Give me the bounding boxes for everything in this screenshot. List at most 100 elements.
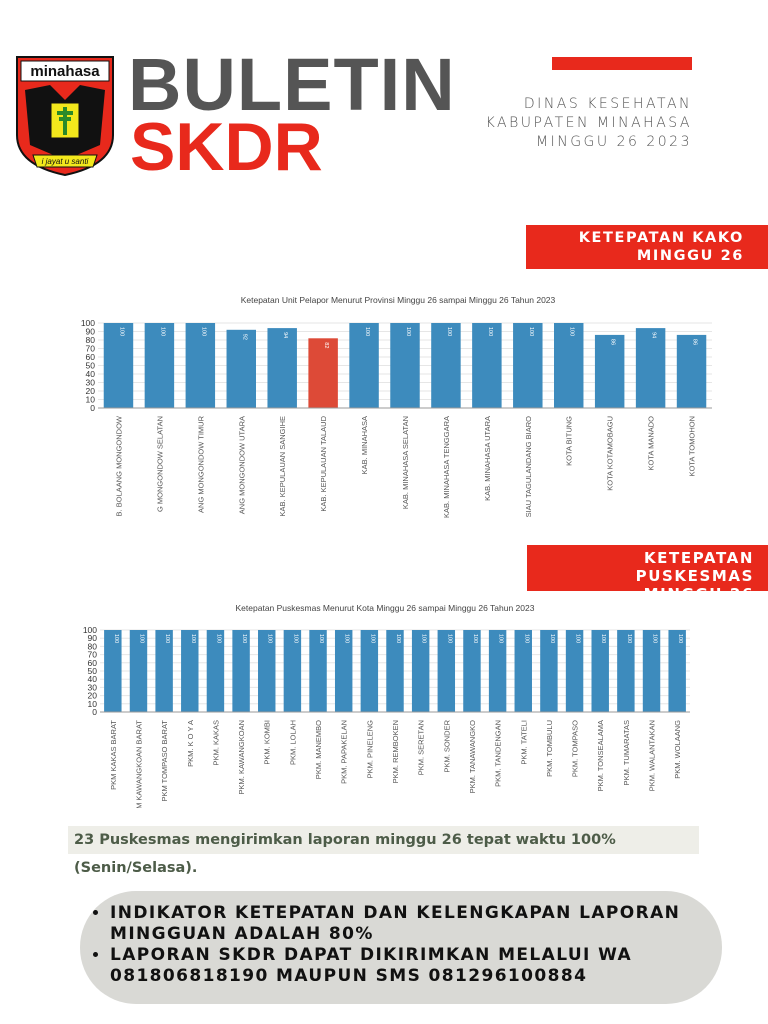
- bar-value-label: 100: [200, 327, 206, 336]
- title-buletin: BULETIN: [128, 43, 456, 126]
- chart-puskesmas: Ketepatan Puskesmas Menurut Kota Minggu …: [83, 603, 690, 808]
- x-tick-label: PKM. SERETAN: [417, 720, 426, 775]
- y-tick-label: 0: [90, 403, 95, 413]
- bar: [642, 630, 661, 712]
- x-tick-label: PKM. TOMPASO: [571, 720, 580, 777]
- bar: [258, 630, 276, 712]
- bar: [463, 630, 481, 712]
- bar-value-label: 100: [164, 634, 170, 643]
- x-tick-label: PKM TOMPASO BARAT: [160, 720, 169, 802]
- bar-value-label: 100: [118, 327, 124, 336]
- bar: [594, 334, 625, 408]
- bar-value-label: 100: [344, 634, 350, 643]
- x-tick-label: PKM. KAWANGKOAN: [237, 720, 246, 794]
- bar: [267, 328, 297, 408]
- x-tick-label: PKM KAWANGKOAN BARAT: [134, 720, 143, 808]
- bar-value-label: 100: [600, 634, 606, 643]
- bar: [437, 630, 456, 712]
- bar-value-label: 100: [369, 634, 375, 643]
- x-tick-label: ANG MONGONDOW TIMUR: [196, 415, 205, 513]
- bar-value-label: 92: [241, 334, 247, 340]
- bar: [513, 323, 543, 408]
- bar: [155, 630, 173, 712]
- bar: [104, 630, 122, 712]
- x-tick-label: PKM. TONSEALAMA: [596, 720, 605, 791]
- section-puskesmas-banner: KETEPATAN PUSKESMAS MINGGU 26: [527, 545, 768, 603]
- bar: [360, 630, 379, 712]
- x-tick-label: PKM. LOLAH: [288, 720, 297, 765]
- y-tick-label: 80: [86, 335, 96, 345]
- bar-value-label: 100: [138, 634, 144, 643]
- bar: [283, 630, 302, 712]
- x-tick-label: SIAU TAGULANDANG BIARO: [524, 416, 533, 518]
- section-kako-line2: MINGGU 26: [636, 248, 744, 264]
- summary-note: 23 Puskesmas mengirimkan laporan minggu …: [68, 826, 699, 876]
- org-region: KABUPATEN MINAHASA: [485, 115, 692, 131]
- bar-value-label: 94: [651, 332, 657, 338]
- svg-text:minahasa: minahasa: [30, 63, 100, 80]
- bar-value-label: 100: [113, 634, 119, 643]
- y-tick-label: 50: [86, 361, 96, 371]
- bar: [514, 630, 532, 712]
- bar-value-label: 100: [395, 634, 401, 643]
- y-tick-label: 90: [88, 633, 98, 643]
- y-tick-label: 90: [86, 327, 96, 337]
- bar-value-label: 100: [626, 634, 632, 643]
- bar: [472, 323, 502, 408]
- bar-value-label: 100: [677, 634, 683, 643]
- bar-value-label: 100: [292, 634, 298, 643]
- bar-value-label: 100: [318, 634, 324, 643]
- bar: [565, 630, 584, 712]
- x-tick-label: KAB. MINAHASA UTARA: [483, 416, 492, 501]
- y-tick-label: 30: [86, 378, 96, 388]
- bar: [635, 328, 666, 408]
- x-tick-label: PKM. SONDER: [442, 719, 451, 772]
- bar-value-label: 100: [241, 634, 247, 643]
- bar-value-label: 100: [472, 634, 478, 643]
- x-tick-label: KOTA MANADO: [647, 416, 656, 471]
- bar-value-label: 100: [569, 327, 575, 336]
- x-tick-label: KAB. MINAHASA SELATAN: [401, 416, 410, 509]
- bar: [488, 630, 507, 712]
- x-tick-label: PKM. TUMARATAS: [622, 720, 631, 785]
- bar: [431, 323, 461, 408]
- y-tick-label: 20: [88, 691, 98, 701]
- bar: [181, 630, 199, 712]
- bar: [617, 630, 635, 712]
- accent-bar: [552, 57, 692, 70]
- x-tick-label: G MONGONDOW SELATAN: [155, 416, 164, 512]
- info-bullet: LAPORAN SKDR DAPAT DIKIRIMKAN MELALUI WA…: [110, 945, 722, 987]
- bar-value-label: 100: [446, 327, 452, 336]
- org-week: MINGGU 26 2023: [536, 134, 692, 150]
- y-tick-label: 80: [88, 641, 98, 651]
- x-tick-label: KAB. KEPULAUAN TALAUD: [319, 415, 328, 511]
- bar-value-label: 100: [159, 327, 165, 336]
- chart-title: Ketepatan Puskesmas Menurut Kota Minggu …: [236, 603, 535, 613]
- x-tick-label: KOTA BITUNG: [565, 416, 574, 466]
- y-tick-label: 40: [88, 674, 98, 684]
- bar-value-label: 100: [498, 634, 504, 643]
- x-tick-label: PKM. TANDENGAN: [494, 720, 503, 787]
- y-tick-label: 10: [88, 699, 98, 709]
- bar-value-label: 100: [421, 634, 427, 643]
- x-tick-label: PKM. KOMBI: [263, 720, 272, 765]
- bar-value-label: 100: [405, 327, 411, 336]
- bar-value-label: 100: [652, 634, 658, 643]
- bar-value-label: 100: [190, 634, 196, 643]
- y-tick-label: 30: [88, 682, 98, 692]
- bar-value-label: 100: [215, 634, 221, 643]
- x-tick-label: B. BOLAANG MONGONDOW: [114, 415, 123, 516]
- bar-value-label: 100: [364, 327, 370, 336]
- bar-value-label: 100: [446, 634, 452, 643]
- title-skdr: SKDR: [130, 109, 323, 185]
- minahasa-logo: minahasa i jayat u santi: [16, 56, 114, 177]
- bar: [185, 323, 216, 408]
- bar: [129, 630, 148, 712]
- bar: [309, 630, 327, 712]
- x-tick-label: PKM. K O Y A: [186, 720, 195, 767]
- x-tick-label: PKM. WOLAANG: [673, 720, 682, 779]
- bar-value-label: 86: [610, 339, 616, 345]
- x-tick-label: KAB. MINAHASA TENGGARA: [442, 416, 451, 518]
- x-tick-label: PKM. TATELI: [519, 720, 528, 765]
